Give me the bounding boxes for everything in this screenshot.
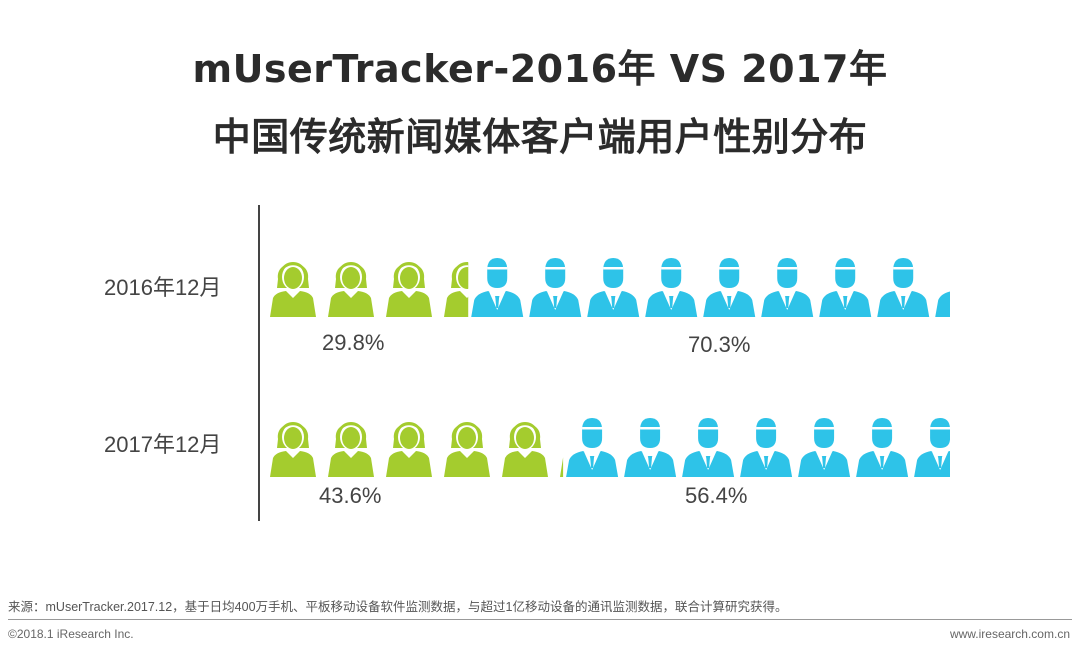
data-label-2016-female: 29.8% — [322, 330, 385, 355]
category-label-2017: 2017年12月 — [104, 432, 222, 457]
male-icon — [993, 258, 1045, 317]
chart-title-line2: 中国传统新闻媒体客户端用户性别分布 — [212, 115, 868, 159]
male-icon — [798, 418, 851, 477]
male-icon — [624, 418, 677, 477]
data-label-2016-male: 70.3% — [688, 332, 751, 357]
male-icon — [856, 418, 909, 477]
male-icon — [682, 418, 735, 477]
footer-divider — [8, 619, 1072, 620]
female-icon — [270, 262, 316, 317]
female-share-row-1 — [270, 422, 564, 477]
female-icon — [502, 422, 548, 477]
female-icon — [328, 262, 374, 317]
female-share-row-0 — [270, 262, 469, 317]
male-icon — [972, 418, 1024, 477]
male-icon — [587, 258, 640, 317]
male-icon — [645, 258, 698, 317]
male-icon — [471, 258, 524, 317]
female-icon — [386, 422, 432, 477]
male-share-row-1 — [566, 418, 1024, 477]
female-icon — [560, 457, 564, 477]
male-icon — [935, 291, 950, 317]
female-icon — [386, 262, 432, 317]
chart-title-line1: mUserTracker-2016年 VS 2017年 — [192, 47, 888, 91]
male-icon — [914, 418, 950, 477]
male-icon — [819, 258, 872, 317]
male-icon — [529, 258, 582, 317]
category-label-2016: 2016年12月 — [104, 275, 222, 300]
male-icon — [761, 258, 814, 317]
category-axis-line — [258, 205, 260, 521]
data-label-2017-male: 56.4% — [685, 483, 748, 508]
male-icon — [566, 418, 619, 477]
copyright-text: ©2018.1 iResearch Inc. — [8, 627, 134, 641]
male-icon — [740, 418, 793, 477]
male-icon — [703, 258, 756, 317]
female-icon — [444, 422, 490, 477]
male-share-row-0 — [471, 258, 1045, 317]
female-icon — [328, 422, 374, 477]
data-label-2017-female: 43.6% — [319, 483, 382, 508]
male-icon — [877, 258, 930, 317]
female-icon — [444, 262, 469, 317]
website-link[interactable]: www.iresearch.com.cn — [949, 627, 1070, 641]
female-icon — [270, 422, 316, 477]
source-note: 来源：mUserTracker.2017.12，基于日均400万手机、平板移动设… — [8, 600, 788, 614]
